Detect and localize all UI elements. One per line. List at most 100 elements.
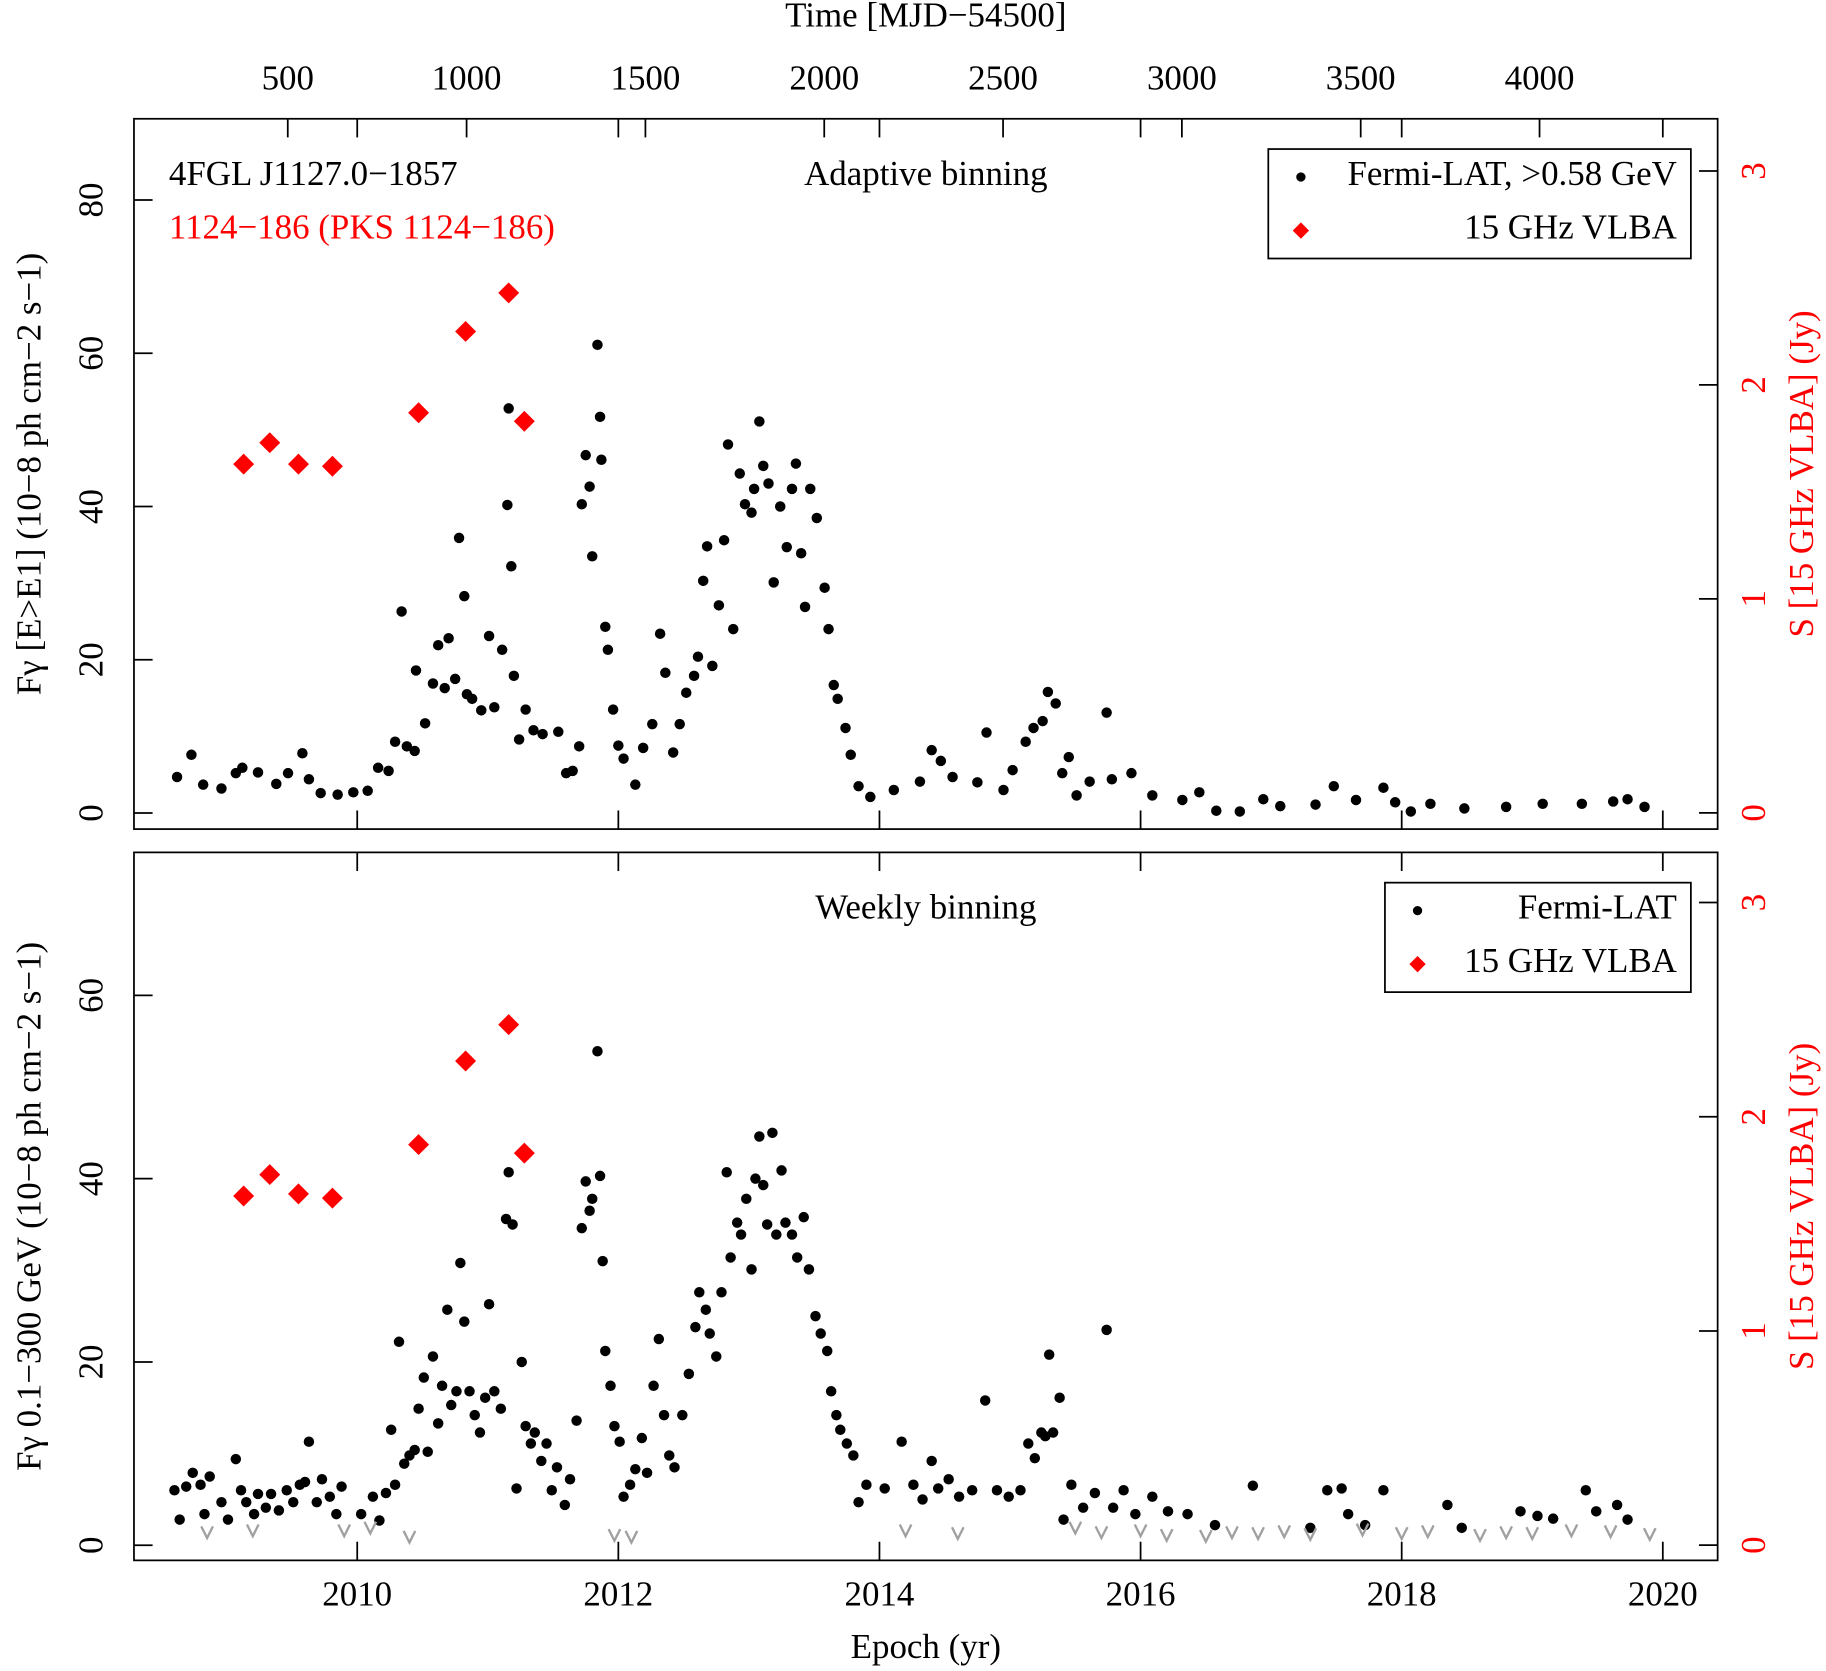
point	[576, 498, 588, 510]
point	[697, 575, 709, 587]
upper-limit	[950, 1526, 965, 1542]
point	[315, 787, 326, 799]
point	[1003, 1491, 1014, 1502]
point	[741, 1193, 752, 1205]
point	[422, 1446, 433, 1458]
point	[690, 1321, 701, 1333]
y2-tick-label: 3	[1734, 894, 1773, 911]
point	[419, 718, 431, 729]
legend-box	[1267, 148, 1692, 260]
y-axis-label: Fγ [E>E1] (10−8 ph cm−2 s−1)	[10, 253, 49, 695]
point	[374, 1515, 385, 1526]
upper-limit	[624, 1530, 639, 1546]
point	[459, 590, 470, 602]
point	[584, 1205, 595, 1216]
point	[669, 1462, 680, 1473]
y-tick-label: 20	[71, 1344, 110, 1379]
point	[865, 791, 876, 803]
legend-marker	[1296, 172, 1306, 182]
upper-limit	[1251, 1526, 1265, 1542]
point	[630, 1463, 641, 1475]
point	[396, 606, 407, 617]
point	[832, 693, 843, 705]
point	[707, 660, 718, 672]
point	[453, 532, 465, 544]
point	[1515, 1506, 1526, 1517]
point	[508, 670, 520, 682]
y2-tick-label: 2	[1734, 1108, 1773, 1125]
point	[618, 1491, 629, 1502]
point	[265, 1488, 277, 1500]
point	[746, 507, 757, 518]
point	[332, 789, 343, 800]
upper-limit	[363, 1521, 378, 1537]
point	[380, 1487, 392, 1499]
annotation: 4FGL J1127.0−1857	[169, 154, 458, 193]
y2-axis-label: S [15 GHz VLBA] (Jy)	[1782, 1043, 1821, 1370]
point	[727, 623, 739, 635]
upper-limit	[1198, 1529, 1213, 1545]
panel-title: Adaptive binning	[804, 154, 1047, 193]
y-tick-label: 20	[71, 642, 110, 677]
point	[1057, 767, 1068, 779]
point	[1101, 1324, 1112, 1336]
point	[981, 727, 992, 738]
point	[790, 458, 802, 469]
point	[998, 784, 1009, 796]
y2-tick-label: 3	[1734, 162, 1773, 179]
point	[1590, 1506, 1602, 1517]
point	[204, 1471, 215, 1482]
point	[197, 779, 209, 790]
point	[771, 1229, 782, 1240]
point	[819, 582, 830, 593]
point	[432, 639, 444, 651]
upper-limit	[1225, 1525, 1239, 1541]
point	[271, 778, 282, 790]
point	[1310, 799, 1321, 810]
point	[700, 1304, 712, 1315]
y-tick-label: 40	[71, 1161, 110, 1196]
point	[667, 747, 679, 758]
point	[389, 736, 401, 747]
point	[1378, 1485, 1389, 1496]
upper-limit	[337, 1524, 352, 1539]
point	[758, 460, 769, 472]
upper-limit	[245, 1524, 260, 1539]
point	[781, 541, 793, 553]
point	[805, 483, 816, 495]
point	[798, 1211, 809, 1223]
point	[489, 1386, 500, 1397]
point	[1576, 798, 1588, 810]
point	[748, 483, 760, 495]
point	[624, 1479, 636, 1491]
point	[607, 704, 619, 715]
point	[725, 1252, 736, 1263]
point	[541, 1438, 552, 1449]
point	[810, 1310, 821, 1322]
point	[600, 1345, 611, 1357]
x-axis-label: Epoch (yr)	[851, 1627, 1001, 1666]
point	[600, 621, 611, 633]
point	[439, 682, 450, 694]
y2-tick-label: 2	[1734, 376, 1773, 393]
point	[393, 1336, 405, 1348]
point	[1040, 1430, 1051, 1442]
diamond-marker	[513, 1142, 535, 1164]
point	[1639, 801, 1650, 813]
point	[825, 1386, 837, 1397]
upper-limit	[1420, 1524, 1435, 1540]
x2-tick-label: 1000	[432, 59, 502, 98]
point	[1101, 707, 1112, 718]
point	[1607, 796, 1619, 807]
upper-limit	[1394, 1526, 1409, 1542]
point	[768, 577, 779, 588]
point	[767, 1127, 778, 1139]
point	[1336, 1483, 1347, 1494]
point	[571, 1415, 582, 1426]
upper-limit	[402, 1530, 417, 1546]
point	[525, 1438, 537, 1449]
point	[966, 1485, 978, 1496]
upper-limit	[1564, 1524, 1579, 1539]
point	[786, 1229, 798, 1240]
